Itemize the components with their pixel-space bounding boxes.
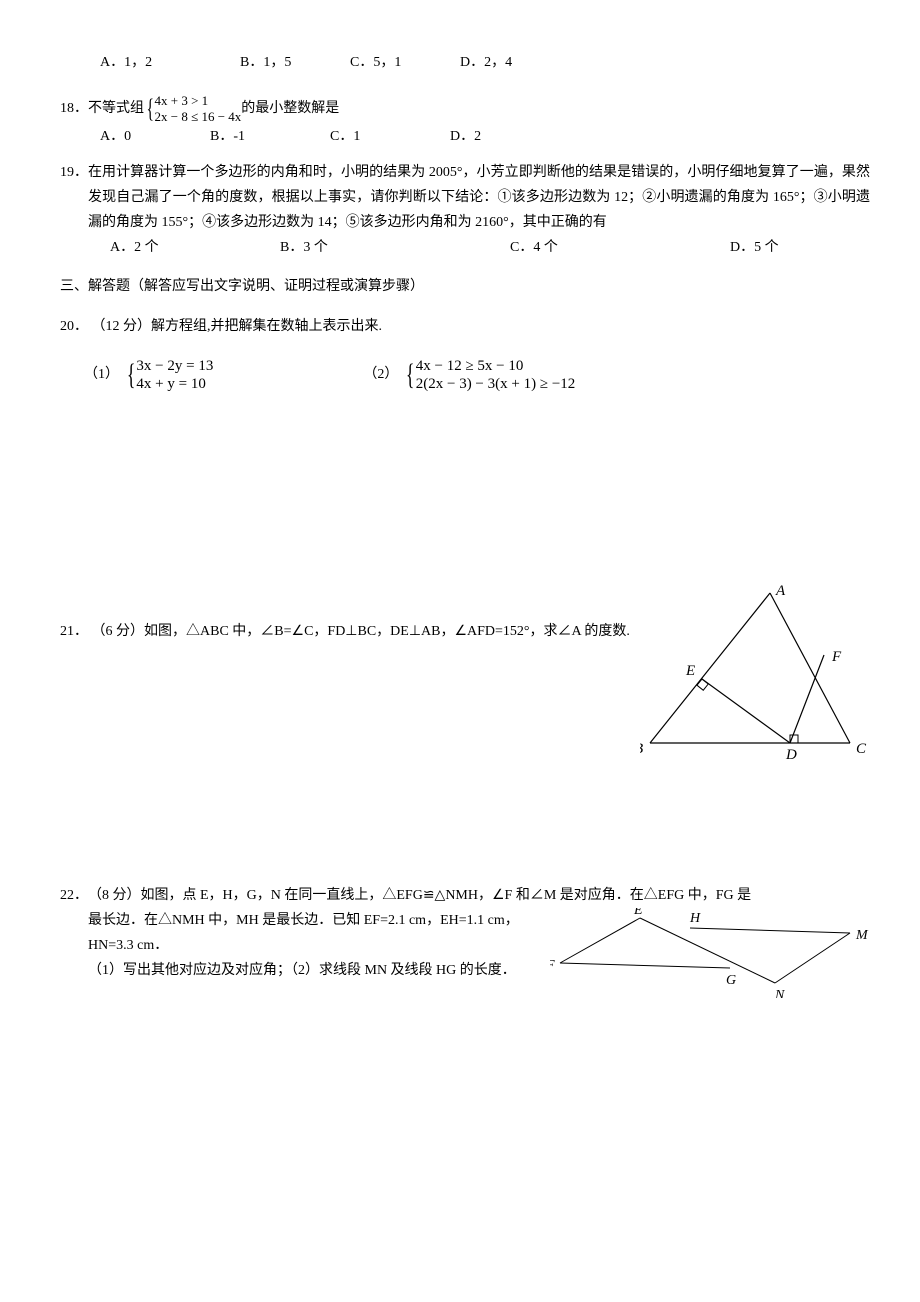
q20-sub2-label: （2） <box>363 362 403 387</box>
q20-sub2-line1: 4x − 12 ≥ 5x − 10 <box>416 357 576 375</box>
brace-icon: { <box>406 360 415 390</box>
q19-opt-b: B．3 个 <box>280 235 510 260</box>
q17-opt-b: B．1，5 <box>240 50 350 75</box>
section-3-heading: 三、解答题（解答应写出文字说明、证明过程或演算步骤） <box>60 274 870 299</box>
q18-sys-line1: 4x + 3 > 1 <box>154 93 241 109</box>
q22-line1: （8 分）如图，点 E，H，G，N 在同一直线上，△EFG≌△NMH，∠F 和∠… <box>88 883 870 908</box>
svg-text:M: M <box>855 928 869 943</box>
q19-opt-a: A．2 个 <box>110 235 280 260</box>
q17-options: A．1，2 B．1，5 C．5，1 D．2，4 <box>60 50 870 75</box>
svg-text:F: F <box>550 958 555 973</box>
q21: 21． （6 分）如图，△ABC 中，∠B=∠C，FD⊥BC，DE⊥AB，∠AF… <box>60 583 870 763</box>
brace-icon: { <box>127 360 136 390</box>
q19: 19． 在用计算器计算一个多边形的内角和时，小明的结果为 2005°，小芳立即判… <box>60 160 870 236</box>
q19-options: A．2 个 B．3 个 C．4 个 D．5 个 <box>60 235 870 260</box>
q20: 20． （12 分）解方程组,并把解集在数轴上表示出来. <box>60 314 870 339</box>
q22-num: 22． <box>60 883 88 998</box>
q18-system: { 4x + 3 > 1 2x − 8 ≤ 16 − 4x <box>144 93 241 124</box>
q20-sub1-system: { 3x − 2y = 13 4x + y = 10 <box>124 357 213 393</box>
q20-text: （12 分）解方程组,并把解集在数轴上表示出来. <box>92 319 383 334</box>
q21-figure: A B C D E F <box>640 583 870 763</box>
triangle-diagram: A B C D E F <box>640 583 870 763</box>
q20-subs: （1） { 3x − 2y = 13 4x + y = 10 （2） { 4x … <box>60 357 870 393</box>
q17-opt-d: D．2，4 <box>460 50 560 75</box>
congruent-triangles-diagram: E F G H M N <box>550 908 870 998</box>
q18-lead: 不等式组 <box>88 96 144 121</box>
svg-text:E: E <box>633 908 643 918</box>
q19-num: 19． <box>60 160 88 236</box>
brace-icon: { <box>146 94 153 124</box>
q21-num: 21． <box>60 619 88 644</box>
q20-sub1-line1: 3x − 2y = 13 <box>136 357 213 375</box>
q21-text: （6 分）如图，△ABC 中，∠B=∠C，FD⊥BC，DE⊥AB，∠AFD=15… <box>92 624 630 639</box>
q22: 22． （8 分）如图，点 E，H，G，N 在同一直线上，△EFG≌△NMH，∠… <box>60 883 870 998</box>
svg-text:H: H <box>689 911 701 926</box>
svg-text:D: D <box>785 747 797 763</box>
svg-text:F: F <box>831 649 842 665</box>
q22-line2: 最长边．在△NMH 中，MH 是最长边．已知 EF=2.1 cm，EH=1.1 … <box>88 908 544 958</box>
q18-options: A．0 B．-1 C．1 D．2 <box>60 124 870 149</box>
q17-opt-a: A．1，2 <box>100 50 240 75</box>
q18-sys-line2: 2x − 8 ≤ 16 − 4x <box>154 109 241 125</box>
q17-opt-c: C．5，1 <box>350 50 460 75</box>
q22-line3: （1）写出其他对应边及对应角；（2）求线段 MN 及线段 HG 的长度． <box>88 958 544 983</box>
q18-opt-a: A．0 <box>100 124 210 149</box>
q20-num: 20． <box>60 314 88 339</box>
q18-opt-d: D．2 <box>450 124 600 149</box>
svg-text:G: G <box>726 973 736 988</box>
svg-text:N: N <box>774 988 785 998</box>
q20-sub2-system: { 4x − 12 ≥ 5x − 10 2(2x − 3) − 3(x + 1)… <box>403 357 575 393</box>
q19-opt-d: D．5 个 <box>730 235 779 260</box>
q18: 18． 不等式组 { 4x + 3 > 1 2x − 8 ≤ 16 − 4x 的… <box>60 93 870 124</box>
svg-text:E: E <box>685 663 695 679</box>
q18-num: 18． <box>60 96 88 121</box>
q19-text: 在用计算器计算一个多边形的内角和时，小明的结果为 2005°，小芳立即判断他的结… <box>88 160 870 236</box>
q20-sub2-line2: 2(2x − 3) − 3(x + 1) ≥ −12 <box>416 375 576 393</box>
q22-figure: E F G H M N <box>550 908 870 998</box>
q20-sub1-line2: 4x + y = 10 <box>136 375 213 393</box>
q18-tail: 的最小整数解是 <box>241 96 339 121</box>
q18-opt-b: B．-1 <box>210 124 330 149</box>
q19-opt-c: C．4 个 <box>510 235 730 260</box>
svg-text:A: A <box>775 583 786 599</box>
svg-text:B: B <box>640 741 643 757</box>
svg-text:C: C <box>856 741 867 757</box>
q20-sub1-label: （1） <box>60 362 124 387</box>
q18-opt-c: C．1 <box>330 124 450 149</box>
